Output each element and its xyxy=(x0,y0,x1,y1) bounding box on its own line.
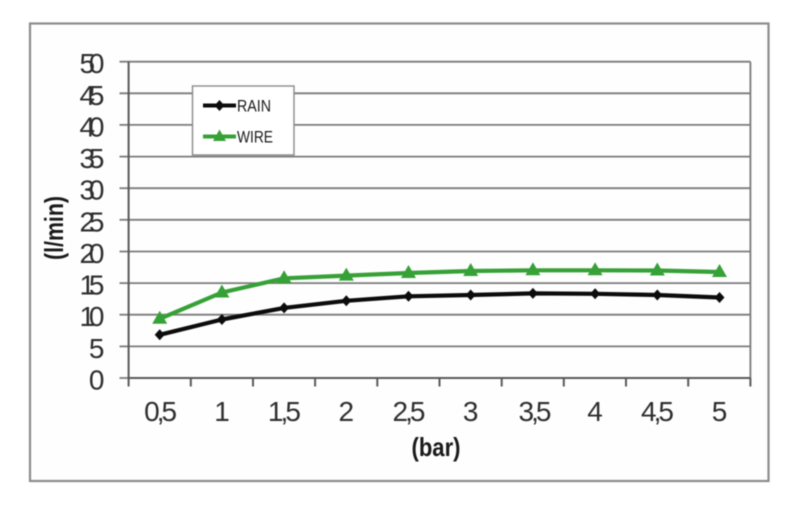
svg-text:30: 30 xyxy=(80,175,105,206)
svg-text:2: 2 xyxy=(339,396,355,427)
svg-text:5: 5 xyxy=(712,396,728,427)
svg-text:0: 0 xyxy=(89,365,105,396)
svg-text:40: 40 xyxy=(80,111,105,142)
svg-text:1,5: 1,5 xyxy=(268,396,301,427)
svg-text:4,5: 4,5 xyxy=(641,396,674,427)
svg-text:(l/min): (l/min) xyxy=(39,196,69,260)
svg-text:4: 4 xyxy=(587,396,603,427)
svg-text:45: 45 xyxy=(80,80,105,111)
svg-text:35: 35 xyxy=(80,143,105,174)
svg-text:50: 50 xyxy=(80,48,105,79)
svg-text:1: 1 xyxy=(214,396,230,427)
svg-text:5: 5 xyxy=(89,333,105,364)
svg-text:3: 3 xyxy=(463,396,479,427)
svg-text:2,5: 2,5 xyxy=(393,396,426,427)
svg-text:15: 15 xyxy=(80,270,105,301)
svg-text:(bar): (bar) xyxy=(412,432,461,462)
svg-text:0,5: 0,5 xyxy=(144,396,177,427)
svg-text:10: 10 xyxy=(80,301,105,332)
svg-text:25: 25 xyxy=(80,206,105,237)
svg-text:3,5: 3,5 xyxy=(519,396,552,427)
svg-text:WIRE: WIRE xyxy=(237,128,273,147)
svg-text:20: 20 xyxy=(80,238,105,269)
svg-text:RAIN: RAIN xyxy=(237,97,271,116)
